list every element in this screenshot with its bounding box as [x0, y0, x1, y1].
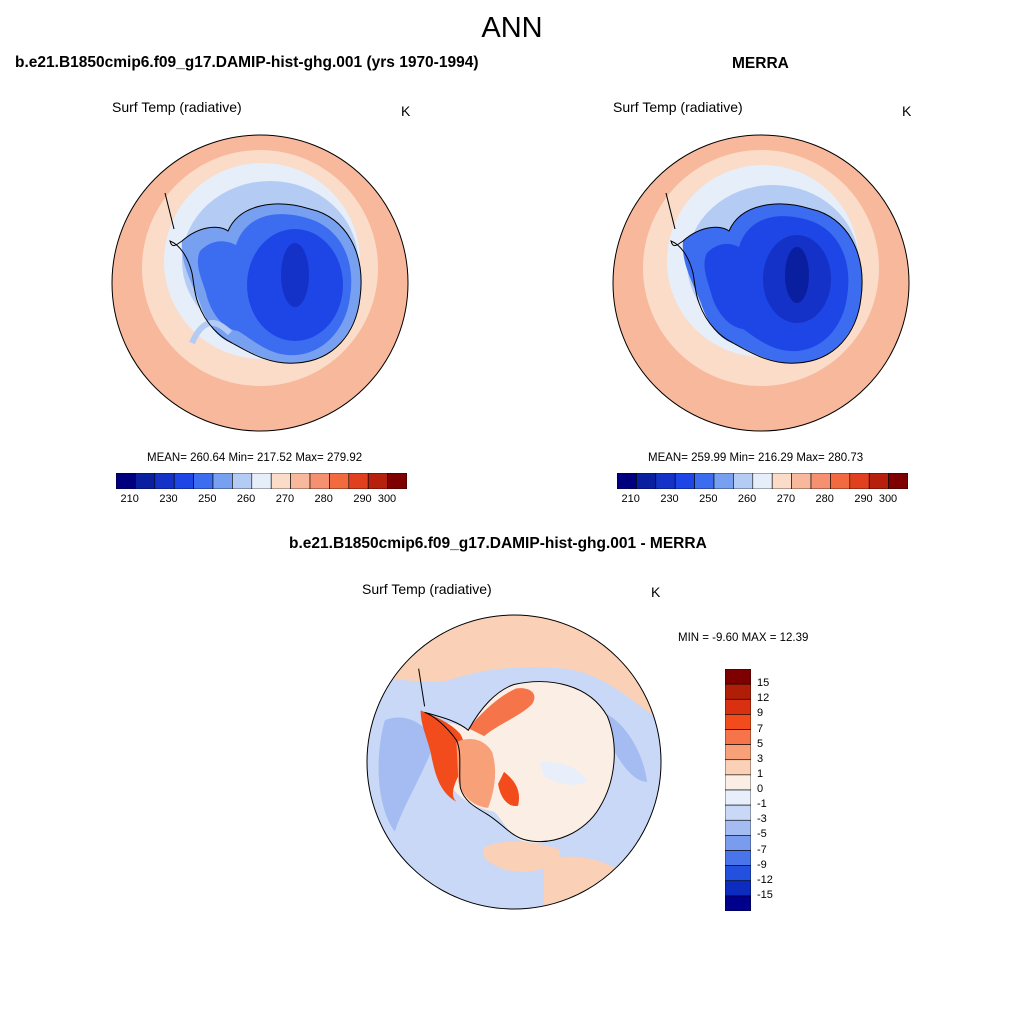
colorbar-tick-label: 280: [314, 493, 333, 505]
colorbar-swatch: [868, 473, 889, 489]
colorbar-tick-label: 210: [120, 493, 139, 505]
panel-2-stats: MEAN= 259.99 Min= 216.29 Max= 280.73: [648, 452, 864, 464]
panel-3-colorbar: [725, 669, 751, 911]
panel-2-units-label: K: [902, 103, 912, 119]
panel-3-colorbar-ticks: 15 12 9 7 5 3 1 0 -1 -3 -5 -7 -9 -12 -15: [755, 669, 795, 911]
colorbar-swatch: [270, 473, 291, 489]
colorbar-swatch: [725, 835, 751, 851]
colorbar-tick-label: 3: [757, 752, 764, 765]
panel-3-stats: MIN = -9.60 MAX = 12.39: [678, 632, 809, 644]
panel-1-colorbar: [116, 473, 407, 489]
colorbar-swatch: [387, 473, 407, 489]
colorbar-tick-label: 0: [757, 783, 764, 795]
colorbar-swatch: [725, 729, 751, 745]
colorbar-swatch: [367, 473, 388, 489]
colorbar-swatch: [694, 473, 715, 489]
colorbar-swatch: [232, 473, 253, 489]
colorbar-swatch: [849, 473, 870, 489]
panel-1-variable-label: Surf Temp (radiative): [112, 99, 242, 115]
panel-2-title: MERRA: [732, 55, 789, 72]
colorbar-tick-label: 260: [737, 493, 757, 505]
panel-1-title: b.e21.B1850cmip6.f09_g17.DAMIP-hist-ghg.…: [15, 54, 479, 71]
colorbar-tick-label: 290: [854, 493, 873, 505]
colorbar-swatch: [674, 473, 695, 489]
colorbar-swatch: [725, 865, 751, 882]
colorbar-swatch: [810, 473, 831, 489]
colorbar-tick-label: 270: [275, 493, 295, 505]
colorbar-tick-label: 230: [159, 493, 178, 505]
colorbar-swatch: [725, 669, 751, 685]
panel-1-colorbar-ticks: 210 230 250 260 270 280 290 300: [116, 493, 407, 509]
colorbar-swatch: [888, 473, 908, 489]
colorbar-swatch: [173, 473, 194, 489]
colorbar-tick-label: 1: [757, 767, 764, 780]
colorbar-tick-label: -9: [757, 858, 767, 871]
colorbar-swatch: [725, 683, 751, 700]
colorbar-swatch: [725, 819, 751, 836]
main-title: ANN: [481, 12, 543, 44]
colorbar-swatch: [725, 759, 751, 776]
panel-3-units-label: K: [651, 584, 661, 600]
colorbar-swatch: [725, 804, 751, 821]
panel-2-map: [612, 134, 910, 432]
colorbar-swatch: [309, 473, 330, 489]
panel-2-variable-label: Surf Temp (radiative): [613, 99, 743, 115]
colorbar-swatch: [725, 698, 751, 715]
colorbar-tick-label: 7: [757, 722, 764, 735]
colorbar-tick-label: 9: [757, 707, 764, 720]
colorbar-tick-label: 270: [776, 493, 796, 505]
colorbar-swatch: [725, 714, 751, 730]
colorbar-swatch: [791, 473, 812, 489]
colorbar-tick-label: 290: [353, 493, 372, 505]
colorbar-swatch: [135, 473, 156, 489]
colorbar-swatch: [725, 850, 751, 866]
colorbar-tick-label: 300: [377, 493, 397, 505]
colorbar-swatch: [251, 473, 272, 489]
colorbar-swatch: [329, 473, 350, 489]
colorbar-swatch: [771, 473, 792, 489]
colorbar-swatch: [617, 473, 637, 489]
colorbar-swatch: [725, 895, 751, 911]
colorbar-swatch: [752, 473, 773, 489]
colorbar-swatch: [348, 473, 369, 489]
colorbar-tick-label: -7: [757, 843, 767, 856]
colorbar-swatch: [636, 473, 657, 489]
colorbar-swatch: [193, 473, 214, 489]
colorbar-swatch: [733, 473, 754, 489]
colorbar-tick-label: 12: [757, 692, 770, 705]
colorbar-swatch: [830, 473, 851, 489]
colorbar-tick-label: -1: [757, 798, 767, 811]
panel-2-colorbar-ticks: 210 230 250 260 270 280 290 300: [617, 493, 908, 509]
panel-3-title: b.e21.B1850cmip6.f09_g17.DAMIP-hist-ghg.…: [289, 535, 707, 552]
colorbar-swatch: [116, 473, 136, 489]
panel-2-colorbar: [617, 473, 908, 489]
colorbar-tick-label: 280: [815, 493, 834, 505]
colorbar-swatch: [725, 774, 751, 791]
colorbar-swatch: [725, 789, 751, 806]
colorbar-swatch: [154, 473, 175, 489]
colorbar-tick-label: 250: [699, 493, 718, 505]
colorbar-tick-label: -15: [757, 888, 773, 901]
colorbar-tick-label: 15: [757, 677, 770, 690]
colorbar-swatch: [725, 744, 751, 761]
colorbar-swatch: [290, 473, 311, 489]
colorbar-tick-label: 230: [660, 493, 679, 505]
colorbar-swatch: [212, 473, 233, 489]
panel-1-map: [111, 134, 409, 432]
colorbar-swatch: [725, 880, 751, 897]
colorbar-tick-label: 210: [621, 493, 640, 505]
colorbar-tick-label: 300: [878, 493, 898, 505]
panel-3-map: [366, 614, 662, 910]
panel-1-stats: MEAN= 260.64 Min= 217.52 Max= 279.92: [147, 452, 363, 464]
panel-3-variable-label: Surf Temp (radiative): [362, 581, 492, 597]
colorbar-tick-label: -5: [757, 828, 767, 841]
panel-1-units-label: K: [401, 103, 411, 119]
colorbar-tick-label: -12: [757, 873, 773, 886]
colorbar-swatch: [713, 473, 734, 489]
colorbar-tick-label: 5: [757, 737, 764, 750]
colorbar-tick-label: -3: [757, 813, 767, 826]
colorbar-tick-label: 250: [198, 493, 217, 505]
colorbar-swatch: [655, 473, 676, 489]
colorbar-tick-label: 260: [236, 493, 256, 505]
